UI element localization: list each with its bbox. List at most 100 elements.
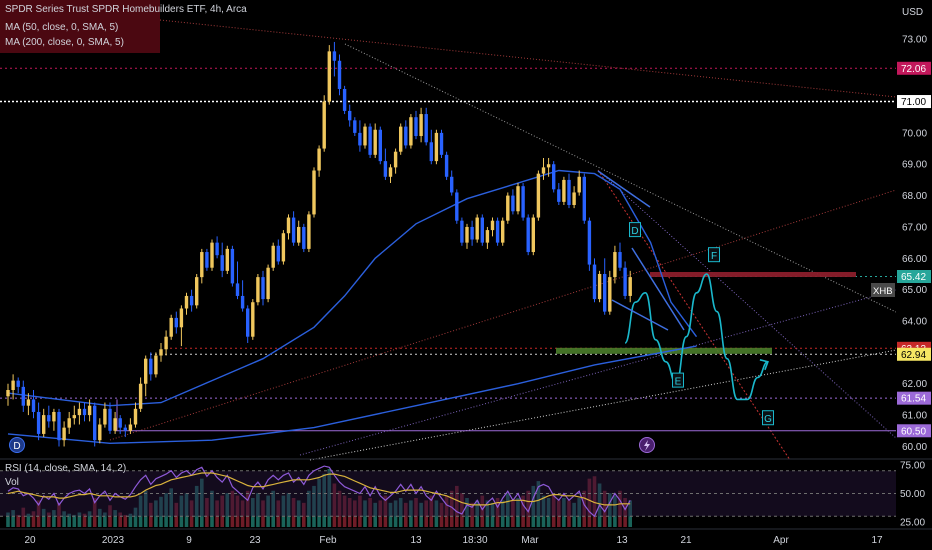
time-tick-label: 13 <box>410 535 422 546</box>
price-label-text: 72.06 <box>901 64 926 75</box>
price-label-60-50: 60.50 <box>897 424 931 438</box>
candle-body <box>189 295 194 306</box>
candle-body <box>506 195 510 221</box>
candle-body <box>72 415 76 419</box>
candle-body <box>516 186 520 212</box>
dividend-marker-letter: D <box>13 441 20 452</box>
pattern-label-box <box>672 372 684 388</box>
candle-body <box>337 60 342 89</box>
price-label-72-06: 72.06 <box>897 61 931 75</box>
volume-bar <box>327 469 332 527</box>
wedge-inner-line <box>631 247 685 331</box>
candle-body <box>383 161 388 177</box>
candle-body <box>577 176 581 193</box>
candle <box>501 217 505 246</box>
candle <box>57 408 61 447</box>
candle-body <box>572 192 576 206</box>
candle-body <box>6 390 10 397</box>
candle-body <box>501 220 505 243</box>
candle <box>332 41 337 77</box>
candle-body <box>409 117 413 146</box>
volume-bar <box>21 507 26 527</box>
time-tick-label: Mar <box>521 535 539 546</box>
candle <box>291 211 296 246</box>
volume-bar <box>82 513 87 527</box>
candle-body <box>623 267 627 296</box>
ma-line-50 <box>7 169 698 407</box>
candle <box>567 173 571 209</box>
candle-body <box>628 277 632 296</box>
candle-body <box>552 164 556 190</box>
candle-body <box>215 242 219 256</box>
symbol-tag: XHB <box>871 283 895 297</box>
candle-body <box>608 277 612 312</box>
time-tick-label: 2023 <box>102 535 125 546</box>
volume-bar <box>215 500 219 527</box>
volume-bar <box>353 500 357 527</box>
candle <box>72 405 76 425</box>
candle <box>439 129 444 158</box>
candles-layer <box>6 41 632 447</box>
price-tick-label: 68.00 <box>902 191 927 202</box>
volume-bar <box>531 485 536 527</box>
time-tick-label: 9 <box>186 535 192 546</box>
volume-bar <box>87 511 92 527</box>
guide-lines-layer <box>0 19 897 461</box>
candle <box>557 183 561 206</box>
candle <box>429 129 433 165</box>
candle-body <box>567 179 571 206</box>
candle-body <box>618 252 622 268</box>
candle <box>450 170 454 196</box>
white-support-trendline <box>309 349 897 461</box>
rsi-tick-label: 75.00 <box>900 461 925 472</box>
candle <box>128 418 133 434</box>
candle <box>42 408 46 438</box>
candle <box>200 248 204 284</box>
candle-body <box>266 267 270 300</box>
candle <box>348 104 352 127</box>
rsi-ma-line <box>7 472 631 506</box>
price-label-box <box>897 347 931 361</box>
price-label-box <box>897 61 931 75</box>
volume-bar <box>276 500 281 527</box>
volume-bar <box>613 495 617 527</box>
volume-bar <box>439 502 444 527</box>
volume-bar <box>409 500 413 527</box>
candle <box>592 258 597 303</box>
candle <box>312 167 316 218</box>
volume-bar <box>536 481 541 527</box>
volume-bar <box>572 502 576 527</box>
candle <box>368 123 372 158</box>
volume-bar <box>587 478 592 527</box>
candle-body <box>348 110 352 121</box>
candle-body <box>98 424 102 441</box>
candle <box>603 258 607 315</box>
candle-body <box>276 245 280 262</box>
volume-bar <box>434 500 439 527</box>
candle-body <box>286 217 291 234</box>
candle <box>31 390 36 419</box>
ma-line-200 <box>7 345 697 445</box>
volume-bar <box>77 512 82 527</box>
volume-bar <box>317 478 321 527</box>
candle <box>179 305 184 347</box>
candle <box>113 411 117 434</box>
candle <box>220 242 224 278</box>
candle <box>317 145 321 177</box>
red-resistance-trendline <box>159 19 897 98</box>
candle <box>577 170 581 196</box>
time-tick-label: 13 <box>616 535 628 546</box>
candle <box>149 352 153 381</box>
volume-bar <box>138 495 143 527</box>
candle-body <box>220 255 224 271</box>
candle-body <box>184 295 189 309</box>
candle <box>562 176 566 206</box>
volume-bar <box>62 511 66 527</box>
volume-bar <box>500 500 505 527</box>
candle <box>613 245 617 284</box>
volume-bar <box>562 498 566 527</box>
purple-channel-trendline <box>299 289 897 456</box>
price-tick-label: 69.00 <box>902 160 927 171</box>
candle-body <box>302 226 306 249</box>
candle-body <box>419 114 423 137</box>
